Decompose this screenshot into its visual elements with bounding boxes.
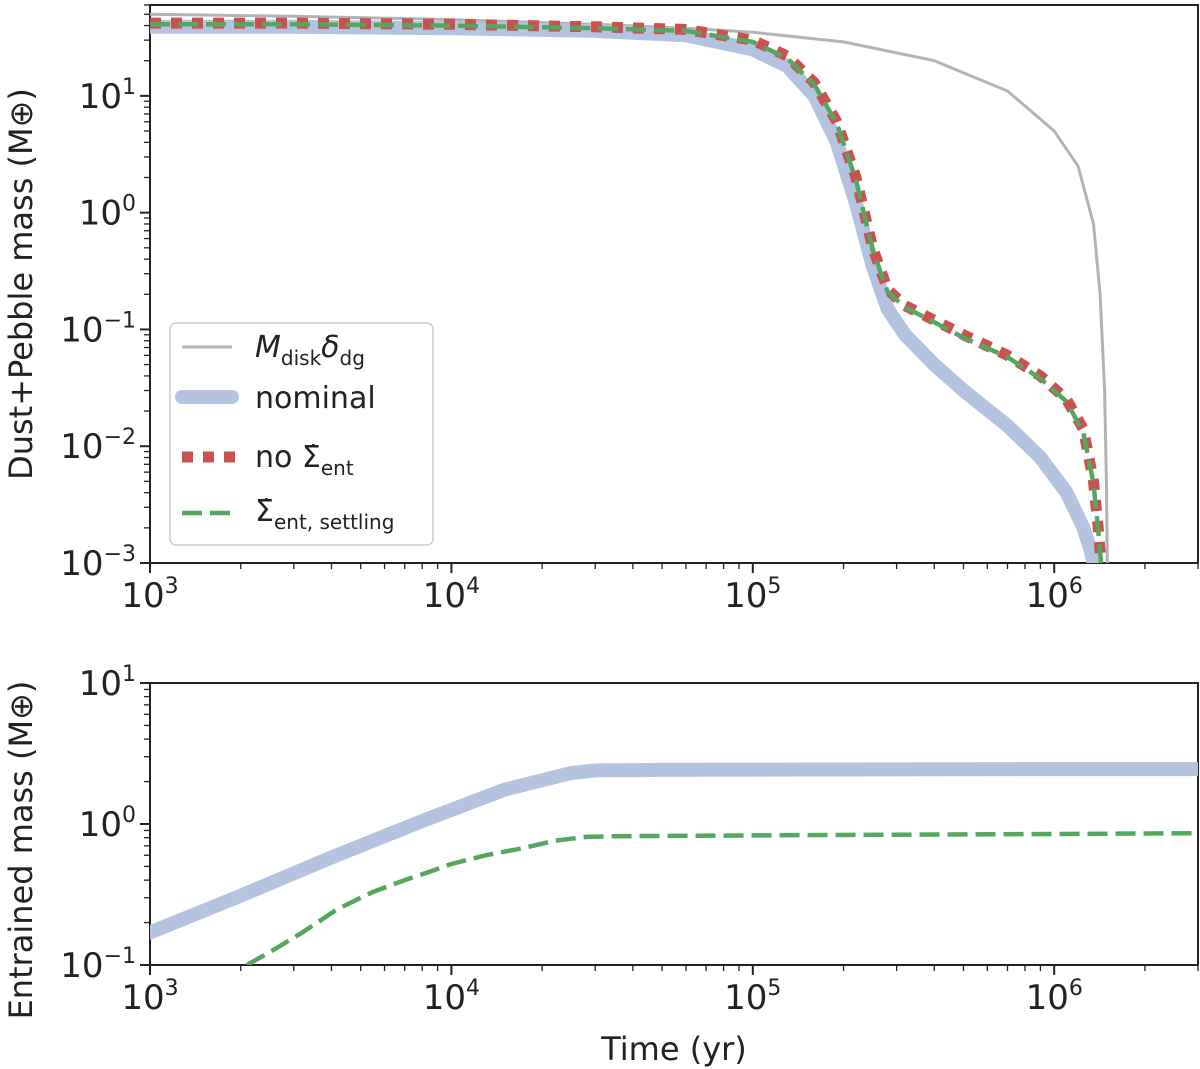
legend-label-no-ent: no Σ̇ent — [255, 440, 354, 480]
legend-label-settling: Σ̇ent, settling — [255, 494, 394, 534]
bottom-x-tick-labels: 103 104 105 106 — [121, 976, 1082, 1018]
y-tick-label: 10−3 — [60, 542, 136, 584]
bottom-minor-ticks — [140, 682, 1199, 975]
legend: Mdiskδdg nominal no Σ̇ent Σ̇ent, settlin… — [169, 322, 434, 546]
top-minor-ticks — [140, 4, 1199, 573]
series-line-settling — [245, 830, 1198, 965]
top-panel: 103 104 105 106 101 100 10−1 10−2 10−3 Dust+Peb… — [2, 4, 1199, 616]
legend-box — [169, 322, 434, 546]
x-tick-label: 106 — [1026, 574, 1083, 616]
x-axis-label: Time (yr) — [600, 1030, 747, 1068]
y-tick-label: 10−1 — [60, 308, 136, 350]
x-tick-label: 106 — [1026, 976, 1083, 1018]
x-tick-label: 103 — [121, 574, 178, 616]
x-tick-label: 105 — [724, 976, 781, 1018]
y-tick-label: 10−1 — [60, 944, 136, 986]
bottom-series-group — [150, 762, 1198, 965]
earth-symbol-icon: ⊕ — [2, 693, 40, 720]
series-line-settling — [150, 22, 1104, 563]
legend-label-nominal: nominal — [255, 381, 376, 416]
top-y-tick-labels: 101 100 10−1 10−2 10−3 — [60, 75, 136, 584]
x-tick-label: 103 — [121, 976, 178, 1018]
bottom-plot-frame — [149, 682, 1199, 966]
y-tick-label: 100 — [79, 192, 136, 234]
top-y-axis-label: Dust+Pebble mass (M⊕) — [2, 88, 40, 480]
series-line-disk — [150, 12, 1109, 563]
series-line-nominal — [150, 762, 1198, 940]
y-tick-label: 10−2 — [60, 425, 136, 467]
legend-label-disk: Mdiskδdg — [255, 330, 365, 370]
y-tick-label: 101 — [79, 662, 136, 704]
series-line-nominal — [150, 19, 1101, 563]
top-x-tick-labels: 103 104 105 106 — [121, 574, 1082, 616]
x-tick-label: 105 — [724, 574, 781, 616]
y-tick-label: 100 — [79, 803, 136, 845]
bottom-panel: 103 104 105 106 101 100 10−1 Entrained mass (… — [2, 662, 1199, 1068]
earth-symbol-icon: ⊕ — [2, 101, 40, 128]
y-tick-label: 101 — [79, 75, 136, 117]
x-tick-label: 104 — [423, 976, 480, 1018]
x-tick-label: 104 — [423, 574, 480, 616]
bottom-y-tick-labels: 101 100 10−1 — [60, 662, 136, 986]
top-plot-frame — [149, 4, 1199, 564]
bottom-y-axis-label: Entrained mass (M⊕) — [2, 681, 40, 1020]
top-series-group — [150, 12, 1109, 563]
